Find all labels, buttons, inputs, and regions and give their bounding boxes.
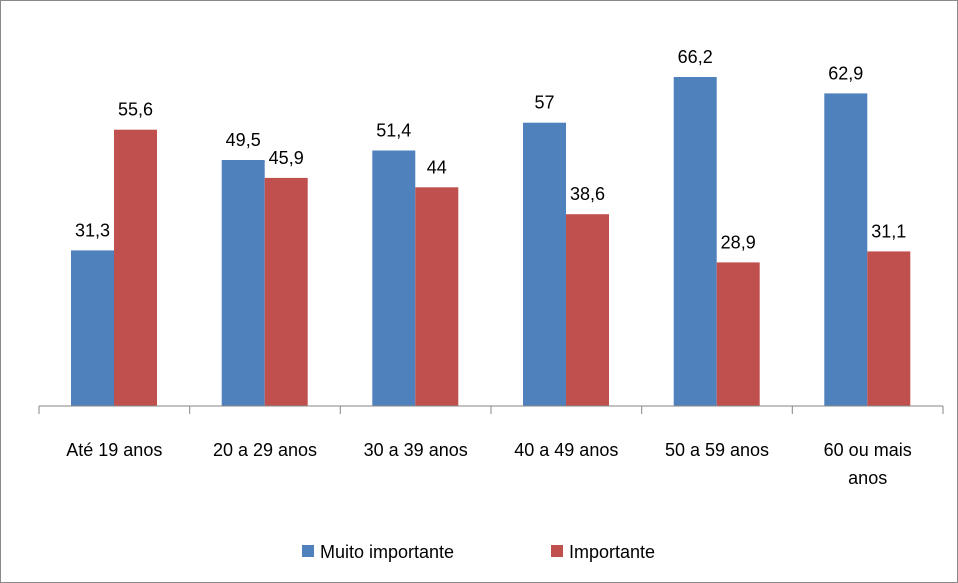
legend-swatch-muito-importante [302, 545, 314, 557]
bars-layer [71, 77, 911, 407]
x-axis: Até 19 anos 20 a 29 anos 30 a 39 anos 40 a … [38, 405, 944, 488]
data-label: 38,6 [570, 184, 605, 204]
x-tick-label-line: 60 ou mais [824, 440, 912, 460]
x-tick-label: 40 a 49 anos [514, 440, 618, 460]
x-tick-label: 60 ou mais anos [824, 440, 912, 488]
data-label: 57 [534, 93, 554, 113]
bar-importante-1 [264, 177, 308, 406]
data-label: 44 [427, 157, 447, 177]
bar-muito-importante-3 [523, 122, 566, 406]
x-tick-label-line: Até 19 anos [66, 440, 162, 460]
x-tick-label-line: 40 a 49 anos [514, 440, 618, 460]
bar-importante-5 [867, 251, 911, 406]
x-tick-label-line: 50 a 59 anos [665, 440, 769, 460]
x-tick-label: Até 19 anos [66, 440, 162, 460]
data-label: 66,2 [678, 47, 713, 67]
x-tick-label: 50 a 59 anos [665, 440, 769, 460]
data-label: 51,4 [376, 121, 411, 141]
bar-importante-0 [114, 129, 157, 406]
bar-muito-importante-5 [824, 93, 868, 407]
legend-label-muito-importante: Muito importante [320, 542, 454, 562]
bar-muito-importante-2 [372, 150, 416, 406]
bar-muito-importante-0 [71, 250, 114, 406]
legend: Muito importante Importante [302, 542, 655, 562]
data-label: 31,3 [75, 220, 110, 240]
data-label: 31,1 [871, 221, 906, 241]
x-tick-label-line: 20 a 29 anos [213, 440, 317, 460]
bar-muito-importante-4 [673, 77, 717, 406]
data-label: 62,9 [828, 63, 863, 83]
data-label: 49,5 [226, 130, 261, 150]
x-tick-label-line: anos [848, 468, 887, 488]
data-label: 45,9 [269, 148, 304, 168]
data-label: 28,9 [721, 232, 756, 252]
legend-swatch-importante [551, 545, 563, 557]
bar-importante-2 [415, 187, 459, 406]
x-tick-label: 20 a 29 anos [213, 440, 317, 460]
data-label: 55,6 [118, 100, 153, 120]
legend-label-importante: Importante [569, 542, 655, 562]
data-labels-layer: 31,3 49,5 51,4 57 66,2 62,9 55,6 45,9 44 38,6 28,9… [75, 47, 906, 252]
bar-muito-importante-1 [221, 160, 265, 406]
x-tick-label-line: 30 a 39 anos [364, 440, 468, 460]
x-tick-label: 30 a 39 anos [364, 440, 468, 460]
bar-importante-3 [566, 214, 609, 406]
bar-importante-4 [716, 262, 760, 406]
